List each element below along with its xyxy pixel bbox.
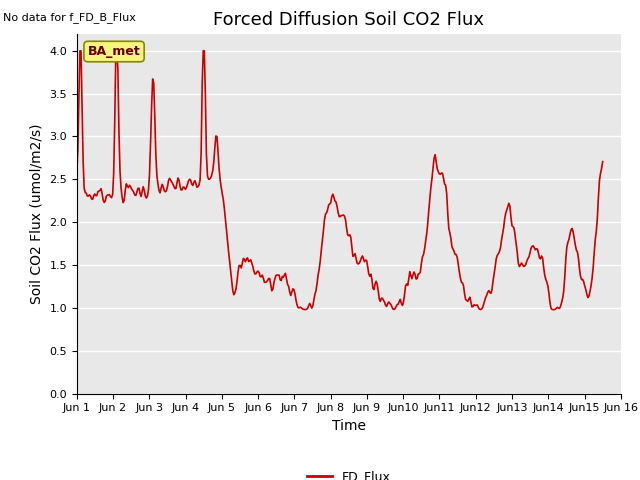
Legend: FD_Flux: FD_Flux	[302, 465, 396, 480]
Title: Forced Diffusion Soil CO2 Flux: Forced Diffusion Soil CO2 Flux	[213, 11, 484, 29]
Y-axis label: Soil CO2 Flux (umol/m2/s): Soil CO2 Flux (umol/m2/s)	[30, 123, 44, 304]
Text: BA_met: BA_met	[88, 45, 140, 58]
X-axis label: Time: Time	[332, 419, 366, 433]
Text: No data for f_FD_B_Flux: No data for f_FD_B_Flux	[3, 12, 136, 23]
